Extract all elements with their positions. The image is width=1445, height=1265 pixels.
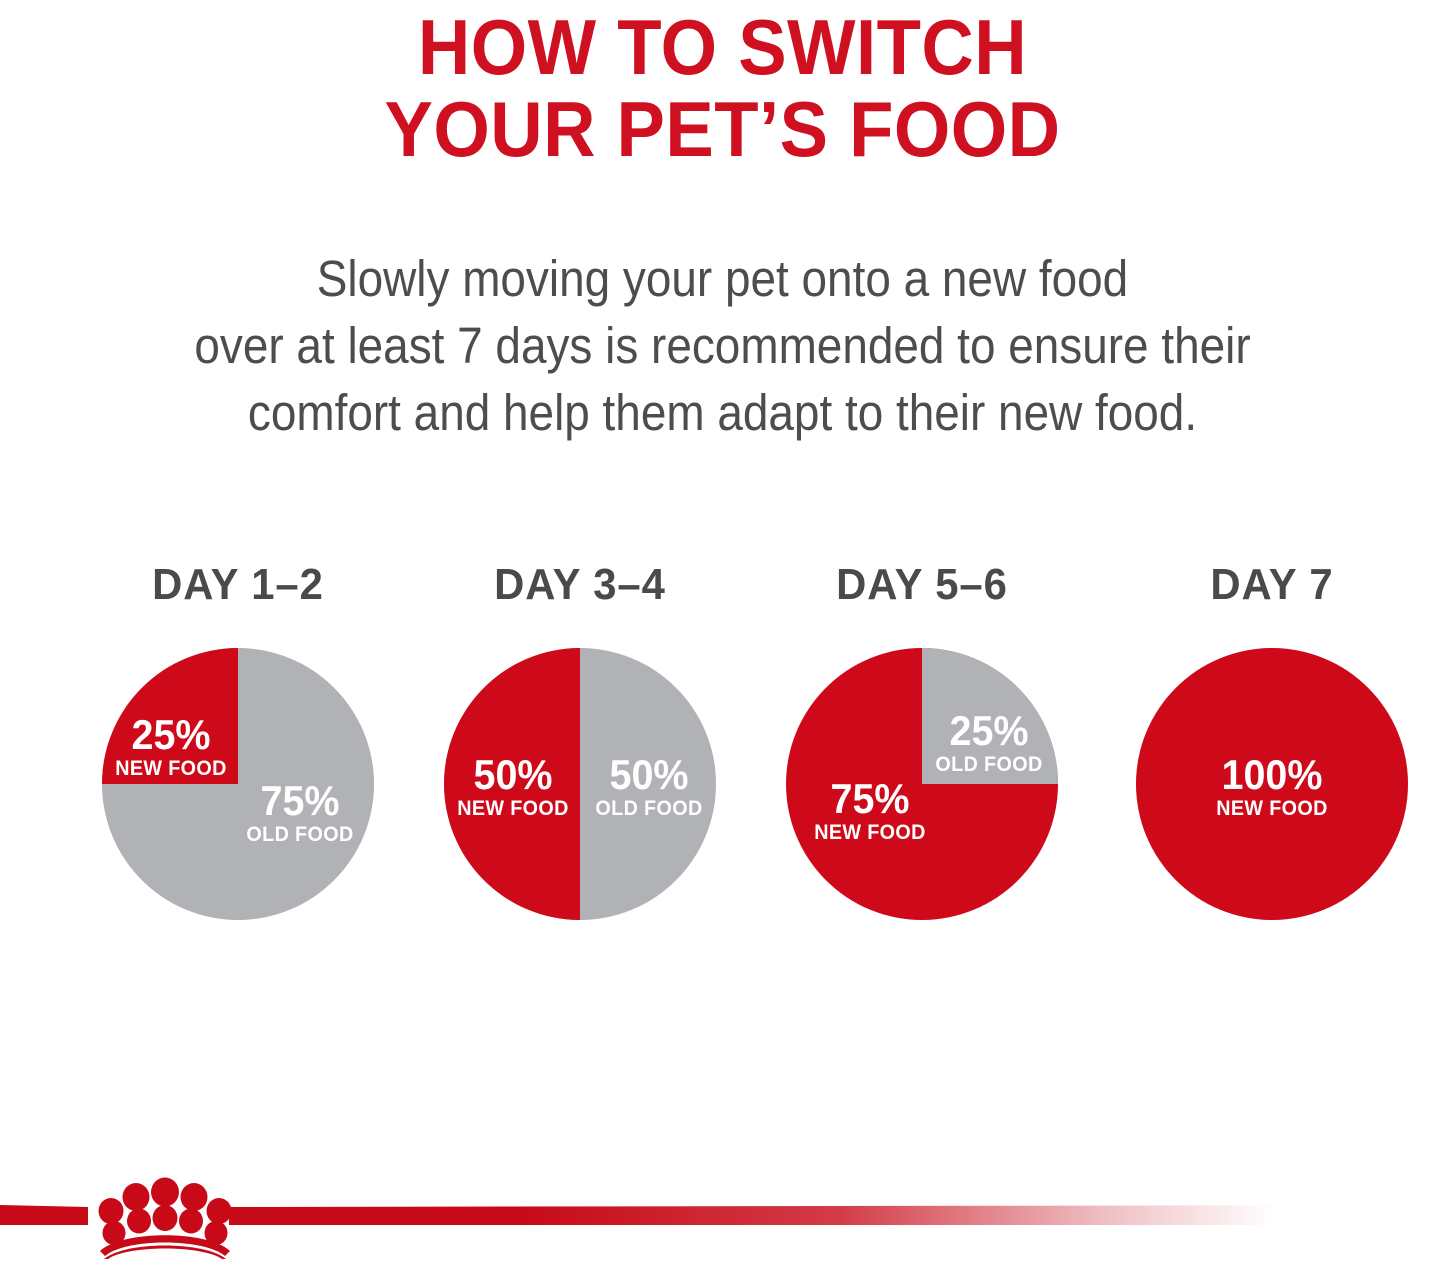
pie-slice-new-food [1136,648,1408,920]
pie-card-day-3-4: DAY 3–4 50% NEW FOOD 50% OLD FOOD [410,560,750,960]
intro-line-3: comfort and help them adapt to their new… [247,384,1198,441]
pie-label-old-food: 75% OLD FOOD [220,780,380,848]
pie-caption-old-food: OLD FOOD [935,753,1043,776]
pie-card-day-5-6: DAY 5–6 25% OLD FOOD 75% NEW FOOD [752,560,1092,960]
royal-canin-crown-icon [98,1177,232,1259]
page-title-line-2: YOUR PET’S FOOD [384,85,1061,173]
pie-caption-new-food: NEW FOOD [814,821,926,844]
pie-value-new-food: 50% [473,751,553,798]
pie-slice-old-food [922,648,1058,784]
pie-label-new-food: 100% NEW FOOD [1192,754,1352,822]
pie-chart-day-3-4: 50% NEW FOOD 50% OLD FOOD [444,648,716,920]
pie-caption-new-food: NEW FOOD [1216,797,1328,820]
intro-paragraph: Slowly moving your pet onto a new food o… [0,245,1445,446]
pie-svg-day-7 [1136,648,1408,920]
footer-rule-left [0,1205,88,1225]
pie-value-old-food: 50% [609,751,689,798]
pie-chart-day-7: 100% NEW FOOD [1136,648,1408,920]
pie-caption-new-food: NEW FOOD [115,757,227,780]
page-title: HOW TO SWITCH YOUR PET’S FOOD [0,6,1445,170]
footer-brand-bar [0,1169,1445,1265]
pie-svg-day-1-2 [102,648,374,920]
pie-value-new-food: 75% [830,775,910,822]
pie-caption-new-food: NEW FOOD [457,797,569,820]
pie-chart-day-1-2: 25% NEW FOOD 75% OLD FOOD [102,648,374,920]
pie-label-new-food: 25% NEW FOOD [96,714,246,782]
pie-label-new-food: 50% NEW FOOD [446,754,580,822]
pie-caption-old-food: OLD FOOD [595,797,703,820]
footer-rule-right [229,1205,1445,1225]
pie-slice-new-food [444,648,580,920]
intro-line-1: Slowly moving your pet onto a new food [316,250,1129,307]
page-title-line-1: HOW TO SWITCH [417,3,1028,91]
pie-value-new-food: 25% [131,711,211,758]
pie-title-day-7: DAY 7 [1210,560,1334,609]
pie-card-day-7: DAY 7 100% NEW FOOD [1102,560,1442,960]
pie-label-old-food: 25% OLD FOOD [918,710,1060,778]
pie-value-old-food: 25% [949,707,1029,754]
pie-card-day-1-2: DAY 1–2 25% NEW FOOD 75% OLD FOOD [68,560,408,960]
pie-svg-day-5-6 [786,648,1058,920]
pie-label-new-food: 75% NEW FOOD [788,778,952,846]
transition-schedule-chart-row: DAY 1–2 25% NEW FOOD 75% OLD FOOD DAY 3–… [0,560,1445,960]
pie-value-old-food: 75% [260,777,340,824]
pie-title-day-1-2: DAY 1–2 [152,560,324,609]
pie-chart-day-5-6: 25% OLD FOOD 75% NEW FOOD [786,648,1058,920]
pie-value-new-food: 100% [1221,751,1323,798]
pie-slice-new-food [102,648,238,784]
pie-label-old-food: 50% OLD FOOD [582,754,716,822]
pie-svg-day-3-4 [444,648,716,920]
pie-title-day-5-6: DAY 5–6 [836,560,1008,609]
pie-caption-old-food: OLD FOOD [246,823,354,846]
intro-line-2: over at least 7 days is recommended to e… [194,317,1251,374]
pie-title-day-3-4: DAY 3–4 [494,560,666,609]
